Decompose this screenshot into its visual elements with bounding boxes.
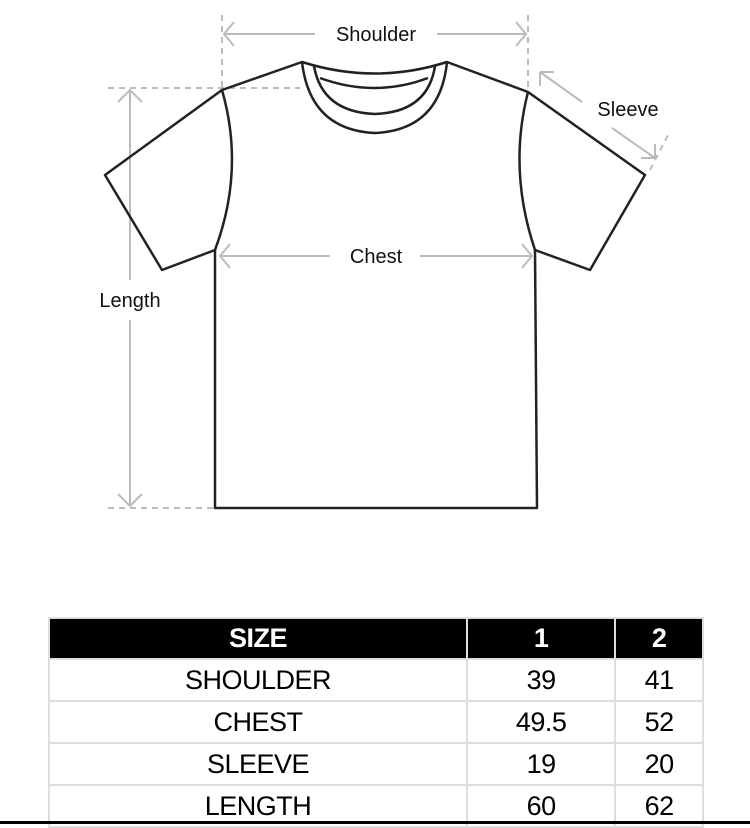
sleeve-guide <box>649 134 669 171</box>
row-label: SLEEVE <box>48 742 468 786</box>
length-arrow <box>117 88 143 508</box>
collar-back <box>319 76 429 90</box>
length-label: Length <box>99 290 160 312</box>
shoulder-arrow-left <box>222 21 315 47</box>
chest-label: Chest <box>350 246 403 268</box>
cell-value: 39 <box>465 658 617 702</box>
cell-value: 52 <box>614 700 704 744</box>
header-size-1: 1 <box>465 617 617 660</box>
table-row: CHEST 49.5 52 <box>48 700 704 744</box>
table-row: SHOULDER 39 41 <box>48 658 704 702</box>
cell-value: 19 <box>465 742 617 786</box>
table-header-row: SIZE 1 2 <box>48 617 704 660</box>
row-label: CHEST <box>48 700 468 744</box>
table-row: SLEEVE 19 20 <box>48 742 704 786</box>
bottom-divider <box>0 821 750 824</box>
tshirt-measurement-diagram: Shoulder Sleeve Chest Length <box>99 15 669 510</box>
measure-arrows <box>117 21 656 508</box>
shoulder-label: Shoulder <box>336 24 416 46</box>
chest-arrow-right <box>420 243 534 269</box>
cell-value: 20 <box>614 742 704 786</box>
cell-value: 62 <box>614 784 704 828</box>
cell-value: 49.5 <box>465 700 617 744</box>
row-label: SHOULDER <box>48 658 468 702</box>
chest-arrow-left <box>218 243 330 269</box>
header-size-2: 2 <box>614 617 704 660</box>
shoulder-arrow-right <box>437 21 528 47</box>
collar-outer <box>300 61 449 135</box>
shirt-body <box>103 60 647 510</box>
row-label: LENGTH <box>48 784 468 828</box>
cell-value: 41 <box>614 658 704 702</box>
right-armhole <box>518 91 537 251</box>
collar-inner <box>312 65 437 116</box>
left-armhole <box>213 89 234 251</box>
header-size: SIZE <box>48 617 468 660</box>
size-table: SIZE 1 2 SHOULDER 39 41 CHEST 49.5 52 SL… <box>48 617 704 828</box>
sleeve-arrow <box>539 71 656 159</box>
sleeve-label: Sleeve <box>597 99 658 121</box>
tshirt-outline <box>103 60 647 510</box>
